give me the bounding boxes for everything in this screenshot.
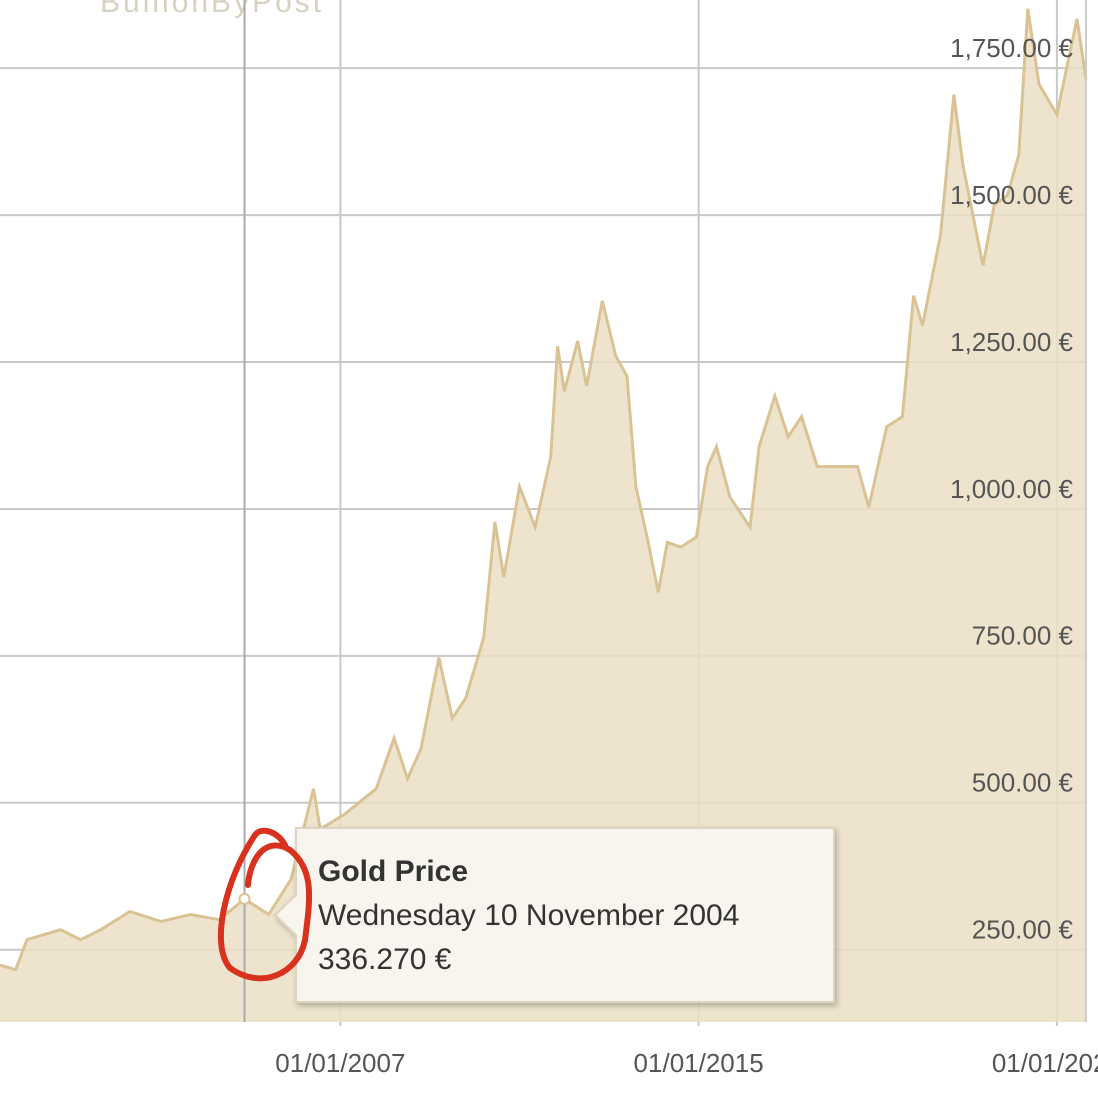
plot [0, 8, 1088, 1023]
y-tick-label: 1,250.00 € [950, 327, 1073, 357]
y-tick-label: 250.00 € [972, 915, 1074, 945]
y-tick-label: 750.00 € [972, 621, 1074, 651]
area [0, 8, 1086, 1023]
tooltip-date: Wednesday 10 November 2004 [318, 899, 739, 932]
x-tick-label: 01/01/2023 [992, 1048, 1098, 1078]
line [0, 8, 1088, 972]
tooltip-point [238, 893, 251, 906]
y-tick-label: 1,500.00 € [950, 180, 1073, 210]
x-tick-label: 01/01/2015 [634, 1048, 764, 1078]
y-tick-label: 1,750.00 € [950, 33, 1073, 63]
tooltip-value: 336.270 € [318, 943, 452, 976]
watermark: BullionByPost [100, 0, 324, 19]
tooltip-box [273, 827, 835, 1003]
y-tick-label: 500.00 € [972, 768, 1074, 798]
tooltip: Gold Price Wednesday 10 November 2004 336.… [238, 0, 835, 1022]
x-tick-label: 01/01/2007 [275, 1048, 405, 1078]
axis-labels: 250.00 € 500.00 € 750.00 € 1,000.00 € 1,250.… [275, 33, 1098, 1078]
tooltip-title: Gold Price [318, 855, 468, 888]
hand-drawn-circle [217, 827, 313, 982]
y-tick-label: 1,000.00 € [950, 474, 1073, 504]
